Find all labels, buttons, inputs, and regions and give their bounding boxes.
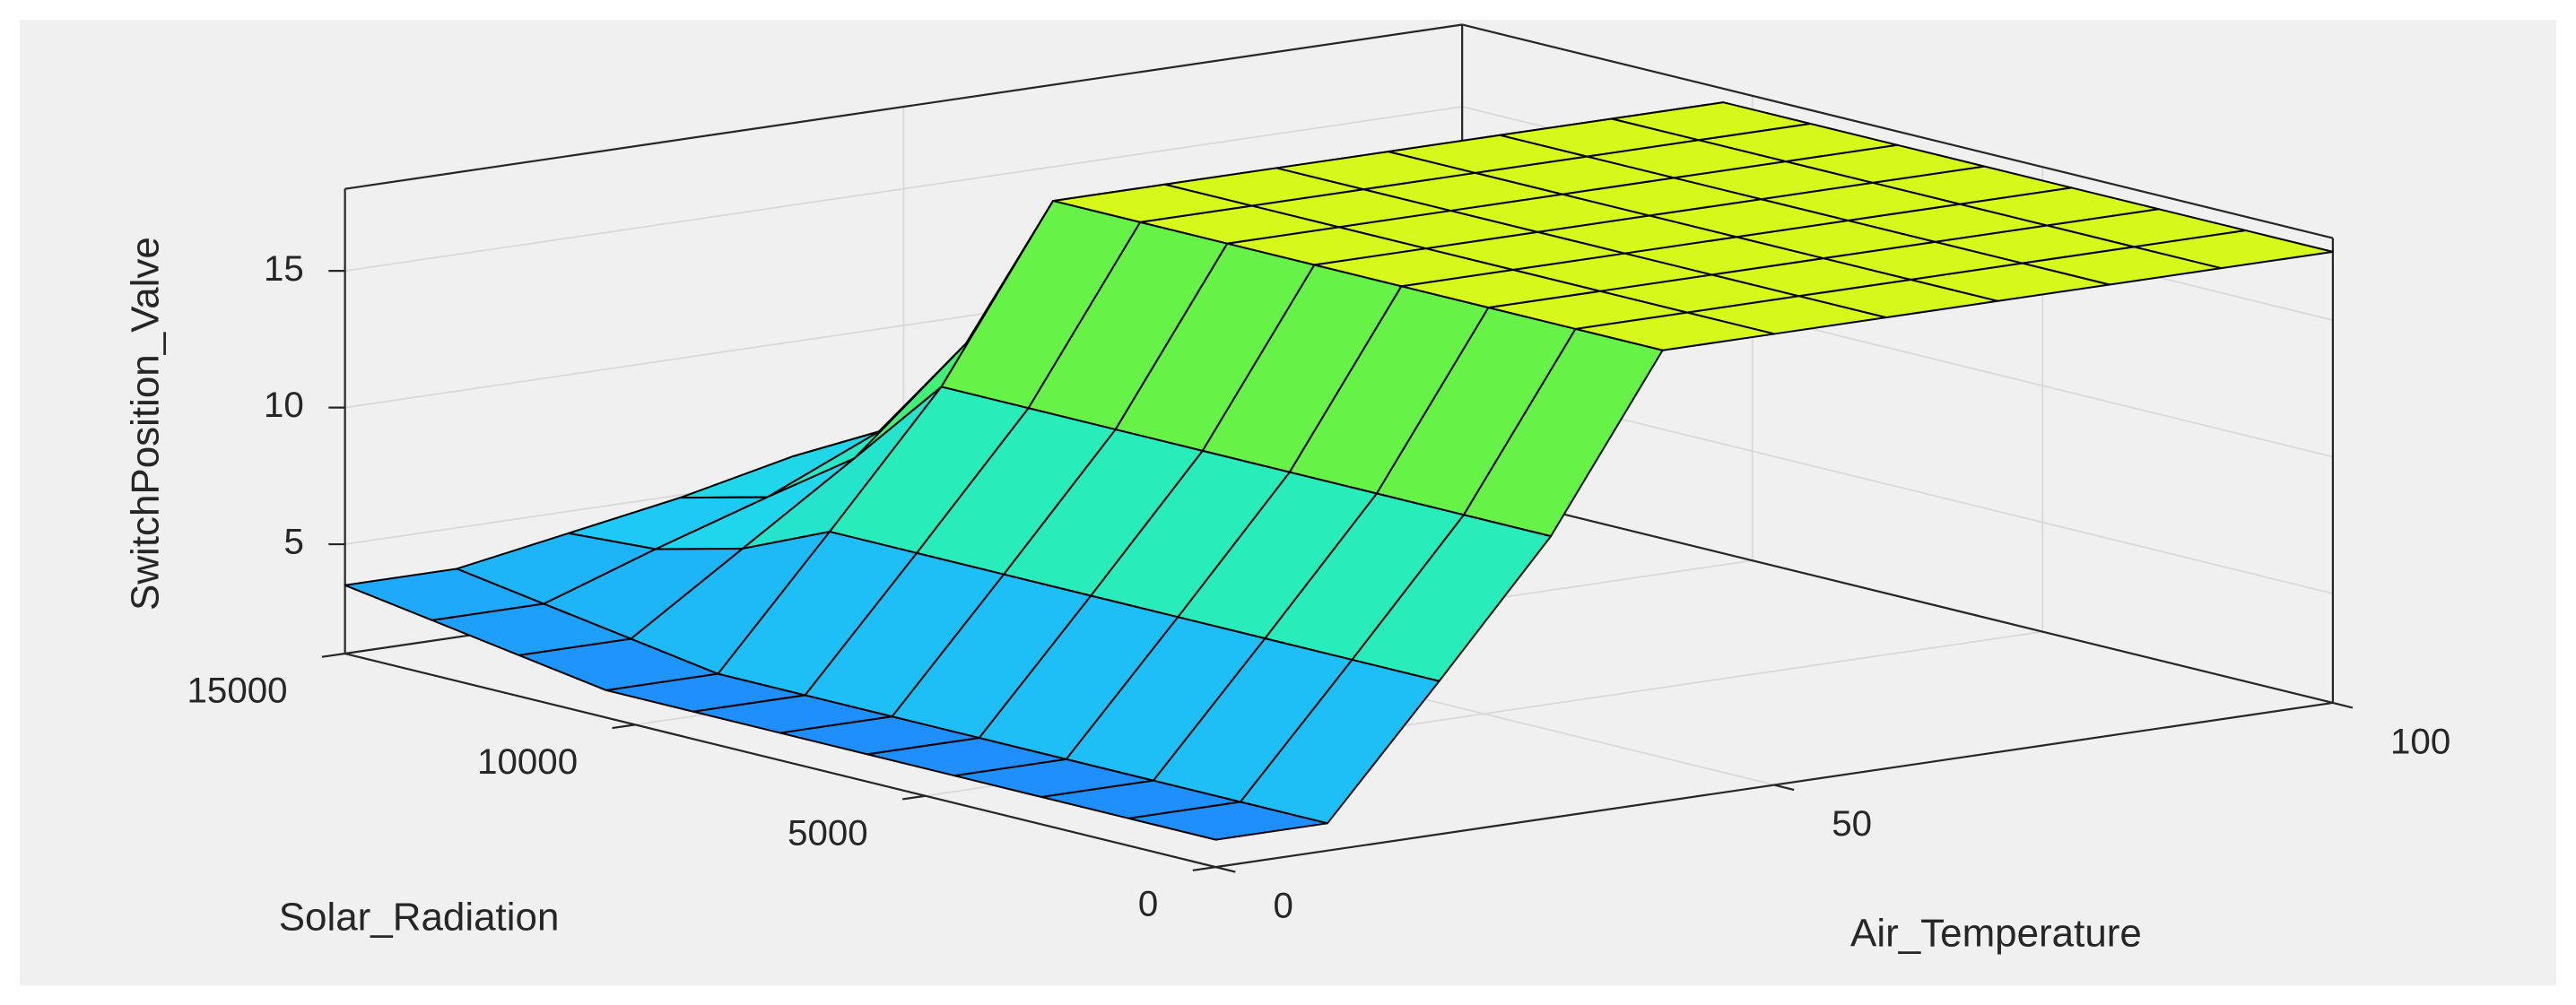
axis-box-edge <box>1461 488 2334 705</box>
grid-line <box>344 106 1463 273</box>
surface-face <box>1127 801 1328 841</box>
y-tick-label: 5000 <box>788 812 868 853</box>
y-axis-label: Solar_Radiation <box>279 895 560 939</box>
z-tick-label: 5 <box>283 522 303 562</box>
z-tick-label: 15 <box>264 248 304 289</box>
z-axis-label: SwitchPosition_Valve <box>123 237 167 611</box>
axis-box-edge <box>344 23 1463 190</box>
x-tick-label: 0 <box>1274 886 1293 926</box>
y-tick-mark <box>1192 866 1216 871</box>
y-tick-label: 0 <box>1138 884 1158 924</box>
y-tick-mark <box>902 794 926 801</box>
axis-box-edge <box>1461 23 2334 239</box>
x-tick-mark <box>1215 866 1236 873</box>
y-tick-label: 10000 <box>477 741 578 782</box>
z-tick-label: 10 <box>264 385 304 425</box>
y-tick-mark <box>612 723 636 730</box>
x-tick-mark <box>1773 784 1795 792</box>
axis-box-edge <box>344 652 1216 869</box>
x-tick-mark <box>2332 701 2354 709</box>
x-tick-label: 100 <box>2390 721 2450 761</box>
x-axis-label: Air_Temperature <box>1850 912 2142 956</box>
x-tick-label: 50 <box>1832 803 1872 844</box>
axes: 5 10 15 0 5000 10000 15000 0 50 100 <box>187 248 2451 926</box>
y-tick-label: 15000 <box>187 671 288 711</box>
surface <box>344 101 2334 841</box>
y-tick-mark <box>321 652 345 658</box>
